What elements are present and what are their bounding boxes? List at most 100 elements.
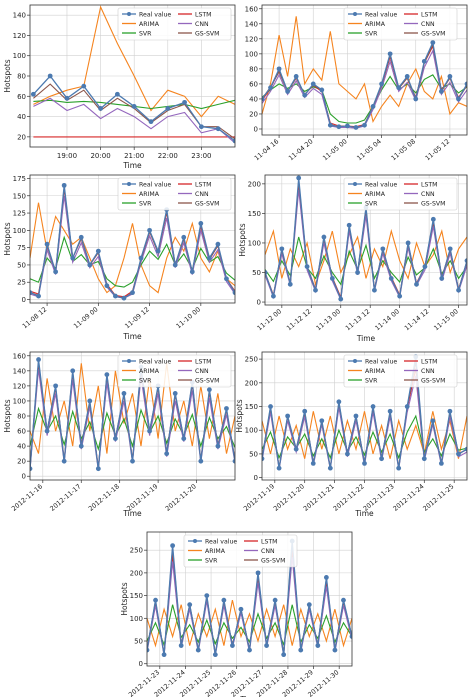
data-point <box>319 418 325 424</box>
legend-entry: ARIMA <box>365 368 386 375</box>
series-line-arima <box>147 599 352 648</box>
y-tick-label: 80 <box>17 73 26 81</box>
legend-entry: GS-SVM <box>421 30 445 37</box>
legend-box <box>343 177 458 211</box>
axes-frame <box>146 531 353 667</box>
data-point <box>264 643 269 648</box>
data-point <box>78 443 84 449</box>
data-point <box>138 255 144 261</box>
series-line-arima <box>262 411 467 459</box>
x-tick-label: 11-05 08 <box>389 137 417 162</box>
data-point <box>44 428 50 434</box>
data-point <box>353 413 359 419</box>
legend-marker <box>353 182 357 186</box>
data-point <box>81 83 87 89</box>
legend-entry: ARIMA <box>365 21 386 28</box>
series-line-cnn <box>33 97 235 144</box>
y-tick-label: 40 <box>17 443 26 451</box>
legend-entry: Real value <box>205 538 237 545</box>
legend-box <box>183 534 298 568</box>
legend-entry: LSTM <box>421 181 438 188</box>
data-point <box>268 85 273 91</box>
data-point <box>230 643 235 648</box>
x-tick-label: 11-08 12 <box>21 305 49 330</box>
data-point <box>232 458 235 464</box>
x-tick-label: 2012-11-20 <box>272 482 306 512</box>
data-point <box>114 91 120 97</box>
data-point <box>430 418 436 424</box>
legend-entry: CNN <box>261 548 275 555</box>
y-tick-label: 50 <box>17 261 26 269</box>
y-tick-label: 100 <box>13 52 26 60</box>
data-point <box>464 258 467 264</box>
legend-entry: ARIMA <box>205 548 226 555</box>
data-point <box>198 124 204 130</box>
legend-entry: SVR <box>365 377 378 384</box>
legend-entry: CNN <box>421 21 435 28</box>
y-tick-label: 50 <box>252 269 261 277</box>
data-point <box>78 234 84 240</box>
data-point <box>430 216 436 222</box>
data-point <box>182 99 187 105</box>
data-point <box>165 106 171 111</box>
y-tick-label: 125 <box>13 210 26 218</box>
data-point <box>319 87 325 93</box>
y-tick-label: 100 <box>245 50 258 58</box>
legend-entry: SVR <box>205 557 218 564</box>
y-tick-label: 100 <box>13 227 26 235</box>
y-tick-label: 120 <box>245 35 258 43</box>
data-point <box>370 404 376 409</box>
data-point <box>215 126 221 132</box>
data-point <box>332 647 338 653</box>
y-axis-label: Hotspots <box>120 582 129 615</box>
data-point <box>61 182 67 188</box>
legend: Real value ARIMA SVR LSTM CNN GS-SVM <box>343 7 458 41</box>
data-point <box>172 391 178 396</box>
data-point <box>215 443 221 449</box>
y-tick-label: 60 <box>17 428 26 436</box>
data-point <box>221 597 227 603</box>
x-tick-label: 21:00 <box>124 152 144 160</box>
data-point <box>296 175 302 181</box>
data-point <box>310 81 316 87</box>
y-tick-label: 120 <box>13 32 26 40</box>
y-tick-label: 150 <box>245 403 258 411</box>
data-point <box>327 122 333 128</box>
y-tick-label: 20 <box>17 133 26 141</box>
x-tick-label: 2012-11-19 <box>242 482 276 512</box>
data-point <box>189 269 195 275</box>
legend-entry: Real value <box>139 358 171 365</box>
data-point <box>396 465 402 471</box>
y-tick-label: 25 <box>17 279 26 287</box>
legend-box <box>343 354 458 388</box>
data-point <box>293 446 299 452</box>
data-point <box>304 264 310 269</box>
legend-entry: GS-SVM <box>195 200 219 207</box>
data-point <box>148 119 154 125</box>
data-point <box>421 58 427 64</box>
data-point <box>315 643 321 648</box>
data-point <box>268 404 273 409</box>
data-point <box>413 96 419 102</box>
data-point <box>372 287 377 293</box>
data-point <box>224 276 229 282</box>
legend-entry: LSTM <box>421 11 438 18</box>
axes-frame <box>264 174 468 306</box>
data-point <box>405 240 411 246</box>
data-point <box>396 85 402 91</box>
y-tick-label: 80 <box>249 65 258 73</box>
y-tick-label: 200 <box>130 569 143 577</box>
data-point <box>349 634 352 639</box>
data-point <box>47 73 53 79</box>
data-point <box>276 66 282 72</box>
data-point <box>464 81 467 87</box>
y-axis-label: Hotspots <box>3 59 12 92</box>
y-tick-label: 80 <box>17 413 26 421</box>
legend-entry: CNN <box>195 191 209 198</box>
data-point <box>262 96 265 102</box>
data-point <box>130 458 135 464</box>
x-tick-label: 11-09 12 <box>123 305 151 330</box>
legend-entry: ARIMA <box>365 191 386 198</box>
legend-marker <box>193 539 197 543</box>
